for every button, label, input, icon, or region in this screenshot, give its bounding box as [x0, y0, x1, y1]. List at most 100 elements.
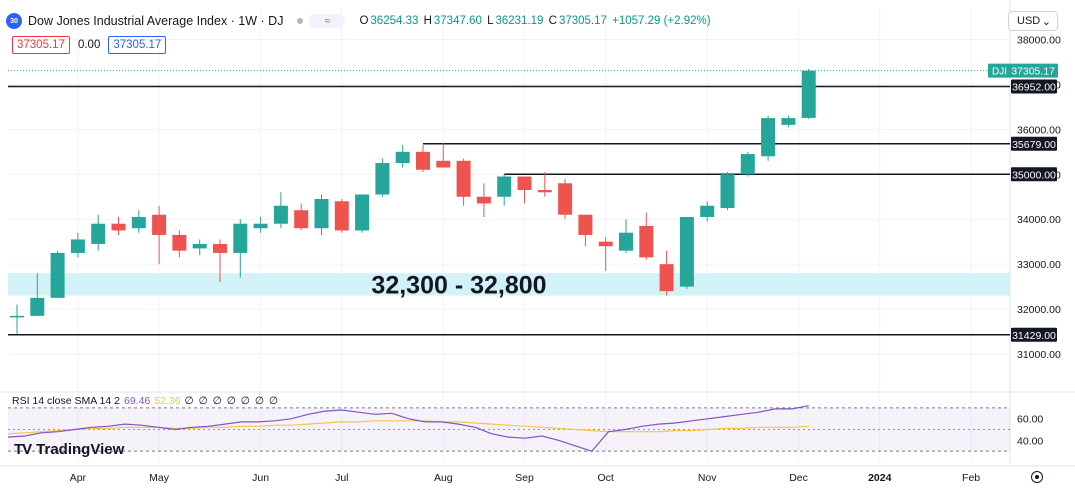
level-price-label: 35679.00 [1012, 139, 1056, 151]
tradingview-logo[interactable]: TV TradingView [14, 441, 124, 458]
candle-body [436, 160, 451, 168]
candle-body [619, 232, 633, 251]
last-price-tag [988, 63, 1058, 78]
rsi-line [7, 405, 809, 452]
candle-body [314, 199, 329, 229]
time-tick-label: Jul [335, 472, 348, 484]
dow-jones-symbol-icon[interactable]: 30 [6, 13, 22, 29]
candle-body [720, 174, 735, 208]
rsi-sma-value: 52.36 [154, 395, 181, 407]
candle-body [192, 243, 207, 249]
change-value: +1057.29 (+2.92%) [612, 15, 711, 27]
candle-body [476, 196, 491, 204]
settings-target-icon[interactable] [1031, 471, 1043, 483]
price-axis[interactable]: 31000.00 32000.00 33000.00 34000.00 35000.00… [988, 34, 1061, 361]
candle-body [801, 70, 816, 118]
symbol-title[interactable]: Dow Jones Industrial Average Index · 1W … [28, 14, 284, 28]
buy-price-button[interactable]: 37305.17 [108, 36, 167, 54]
support-zone-band [8, 273, 1010, 296]
level-price-label: 35000.00 [1012, 169, 1056, 181]
candle-body [233, 223, 248, 253]
tradingview-wordmark: TradingView [36, 441, 125, 458]
price-tick-label: 32000.00 [1017, 304, 1061, 316]
last-price-label: 37305.17 [1011, 66, 1055, 78]
rsi-tick-label: 40.00 [1017, 435, 1043, 447]
candle-body [172, 234, 187, 251]
candle-body [253, 223, 268, 229]
ohlc-values: O 36254.33 H 37347.60 L 36231.19 C 37305.17 … [359, 15, 712, 27]
currency-selector[interactable]: USD ⌄ [1008, 11, 1058, 31]
price-tick-label: 34000.00 [1017, 214, 1061, 226]
candle-body [395, 151, 410, 164]
time-tick-label: Aug [434, 472, 453, 484]
price-tick-label: 33000.00 [1017, 259, 1061, 271]
open-label: O [359, 15, 369, 27]
candle-body [679, 216, 694, 287]
open-value: 36254.33 [370, 15, 419, 27]
candle-body [111, 223, 126, 231]
last-price-symbol: DJI [992, 67, 1007, 78]
candle-body [558, 183, 573, 215]
time-axis[interactable]: Apr May Jun Jul Aug Sep Oct Nov Dec 2024 Feb [70, 472, 981, 484]
time-tick-label: Sep [515, 472, 534, 484]
level-price-tag [1011, 327, 1057, 342]
candle-body [355, 194, 370, 231]
chevron-down-icon: ⌄ [1041, 15, 1051, 28]
rsi-tick-label: 60.00 [1017, 414, 1043, 426]
candle-body [456, 160, 471, 197]
time-tick-label: Nov [698, 472, 717, 484]
candle-body [639, 225, 654, 258]
time-tick-label: 2024 [868, 472, 892, 484]
close-label: C [548, 15, 557, 27]
horizontal-levels [8, 70, 1010, 336]
candle-body [537, 190, 552, 193]
chart-header: 30 Dow Jones Industrial Average Index · … [6, 10, 713, 32]
candle-body [740, 154, 755, 175]
price-tick-label: 38000.00 [1017, 34, 1061, 46]
rsi-legend[interactable]: RSI 14 close SMA 14 2 69.46 52.36 ∅ ∅ ∅ ∅ ∅… [12, 395, 279, 407]
candle-body [781, 118, 796, 125]
tradingview-logo-icon: TV [14, 441, 32, 458]
candle-body [700, 205, 715, 217]
rsi-panel[interactable]: 40.00 60.00 [7, 405, 1043, 452]
candle-body [30, 297, 45, 316]
candle-body [497, 176, 512, 197]
low-label: L [487, 15, 494, 27]
candle-body [598, 241, 613, 247]
candle-body [517, 176, 532, 191]
candle-body [131, 216, 146, 229]
level-price-label: 36952.00 [1012, 82, 1056, 94]
quote-row: 37305.17 0.00 37305.17 [12, 36, 167, 54]
candle-body [375, 163, 390, 195]
level-price-label: 31429.00 [1012, 330, 1056, 342]
market-status-icon [297, 18, 304, 24]
chart-grid [0, 0, 1075, 467]
high-label: H [423, 15, 432, 27]
time-tick-label: May [149, 472, 170, 484]
time-tick-label: Oct [598, 472, 614, 484]
candle-body [334, 201, 349, 231]
close-value: 37305.17 [558, 15, 607, 27]
candle-body [91, 223, 106, 244]
high-value: 37347.60 [433, 15, 482, 27]
sell-price-button[interactable]: 37305.17 [12, 36, 70, 54]
time-tick-label: Apr [70, 472, 87, 484]
support-zone: 32,300 - 32,800 [8, 271, 1010, 299]
rsi-label: RSI 14 close SMA 14 2 [12, 395, 120, 407]
candle-body [416, 151, 430, 170]
time-tick-label: Feb [962, 472, 980, 484]
candle-body [659, 264, 674, 292]
candle-body [761, 118, 776, 157]
rsi-value: 69.46 [123, 395, 151, 407]
currency-label: USD [1017, 15, 1041, 27]
candle-body [50, 252, 65, 298]
candle-body [10, 315, 24, 318]
candle-body [294, 210, 309, 229]
compare-icon[interactable]: ≈ [309, 14, 346, 28]
rsi-empty-values: ∅ ∅ ∅ ∅ ∅ ∅ ∅ [184, 395, 280, 407]
level-price-tag [1011, 79, 1057, 94]
price-tick-label: 36000.00 [1017, 124, 1061, 136]
price-tick-label: 31000.00 [1017, 349, 1061, 361]
candle-body [213, 243, 227, 253]
